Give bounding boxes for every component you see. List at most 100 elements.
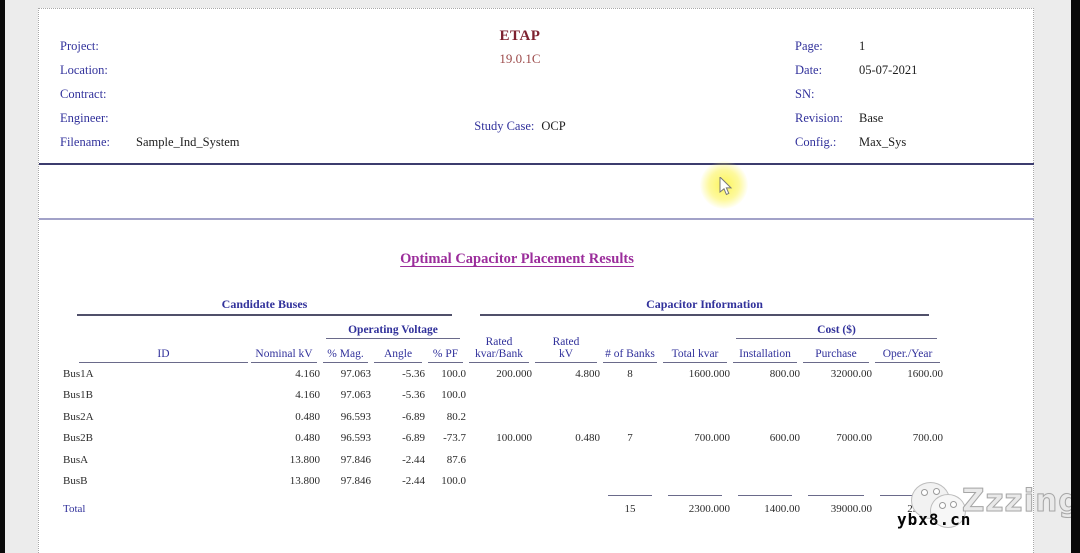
revision-value: Base (859, 110, 884, 125)
cell-total-kvar (660, 406, 730, 428)
cell-angle: -6.89 (402, 410, 425, 423)
cell-banks: 7 (627, 432, 633, 445)
config-value: Max_Sys (859, 134, 907, 149)
table-row: Bus1A 4.160 97.063 -5.36 100.0 200.000 4… (63, 363, 943, 385)
cell-rated-kvar: 200.000 (496, 367, 532, 380)
cell-oper-year (872, 406, 943, 428)
cell-mag: 97.846 (340, 475, 371, 488)
total-kvar: 2300.000 (688, 503, 730, 515)
cell-purchase: 7000.00 (836, 432, 872, 445)
cell-banks: 8 (627, 367, 633, 380)
cell-rated-kvar (466, 406, 532, 428)
table-row: BusB 13.800 97.846 -2.44 100.0 (63, 471, 943, 493)
left-letterbox-bar (0, 0, 5, 553)
revision-row: Revision: Base (795, 106, 917, 130)
cell-oper-year (872, 385, 943, 407)
cell-pf: 100.0 (441, 475, 466, 488)
study-case-row: Study Case: OCP (430, 119, 610, 134)
cell-oper-year (872, 449, 943, 471)
col-header-angle: Angle (371, 339, 425, 363)
page-info-block: Page: 1 Date: 05-07-2021 SN: Revision: B… (795, 34, 917, 154)
cell-id: Bus1B (63, 389, 93, 402)
col-header-total-kvar: Total kvar (660, 339, 730, 363)
etap-logo-text: ETAP (499, 28, 541, 44)
cell-pf: 100.0 (441, 367, 466, 380)
etap-version: 19.0.1C (499, 51, 541, 66)
total-separator-row (63, 492, 943, 496)
col-header-id: ID (63, 339, 248, 363)
date-row: Date: 05-07-2021 (795, 58, 917, 82)
cell-banks (600, 406, 660, 428)
cell-pf: 80.2 (446, 410, 466, 423)
study-case-label: Study Case: (474, 119, 535, 133)
col-header-installation: Installation (730, 339, 800, 363)
date-label: Date: (795, 62, 823, 77)
cell-angle: -5.36 (402, 389, 425, 402)
section-divider-rule (39, 218, 1034, 220)
cell-installation (730, 449, 800, 471)
study-case-value: OCP (541, 119, 566, 133)
ocp-results-table: Candidate Buses Capacitor Information Op… (63, 296, 943, 522)
location-label: Location: (60, 62, 108, 77)
cell-pf: 87.6 (446, 453, 466, 466)
contract-label: Contract: (60, 86, 107, 101)
cell-id: BusB (63, 475, 88, 488)
cell-installation (730, 406, 800, 428)
col-header-mag: % Mag. (320, 339, 371, 363)
filename-label: Filename: (60, 134, 110, 149)
report-page (38, 8, 1034, 553)
table-row: Bus2A 0.480 96.593 -6.89 80.2 (63, 406, 943, 428)
date-value: 05-07-2021 (859, 62, 918, 77)
cell-purchase (800, 449, 872, 471)
subgroup-cost: Cost ($) (730, 316, 943, 339)
cell-total-kvar: 700.000 (694, 432, 730, 445)
right-letterbox-bar (1071, 0, 1080, 553)
total-row: Total 15 2300.000 1400.00 39000.00 2300.… (63, 496, 943, 522)
total-installation: 1400.00 (764, 503, 800, 515)
cell-id: BusA (63, 453, 89, 466)
cell-angle: -5.36 (402, 367, 425, 380)
cell-purchase: 32000.00 (830, 367, 872, 380)
config-row: Config.: Max_Sys (795, 130, 917, 154)
group-candidate-buses: Candidate Buses (63, 296, 466, 316)
cell-purchase (800, 406, 872, 428)
report-title: Optimal Capacitor Placement Results (400, 251, 634, 267)
cell-mag: 96.593 (340, 410, 371, 423)
table-row: Bus1B 4.160 97.063 -5.36 100.0 (63, 385, 943, 407)
cell-rated-kv: 4.800 (575, 367, 600, 380)
subgroup-operating-voltage: Operating Voltage (320, 316, 466, 339)
cell-oper-year: 1600.00 (907, 367, 943, 380)
cell-total-kvar (660, 471, 730, 493)
cell-installation: 800.00 (769, 367, 800, 380)
cell-installation (730, 471, 800, 493)
cell-nominal-kv: 13.800 (289, 475, 320, 488)
mouse-cursor-icon (719, 177, 733, 196)
cell-mag: 96.593 (340, 432, 371, 445)
page-label: Page: (795, 38, 823, 53)
col-header-oper-year: Oper./Year (872, 339, 943, 363)
cell-total-kvar (660, 449, 730, 471)
cell-rated-kvar (466, 385, 532, 407)
cell-installation: 600.00 (769, 432, 800, 445)
cell-angle: -2.44 (402, 453, 425, 466)
cell-total-kvar: 1600.000 (688, 367, 730, 380)
contract-row: Contract: (60, 82, 239, 106)
total-purchase: 39000.00 (830, 503, 872, 515)
cell-id: Bus1A (63, 367, 94, 380)
cell-purchase (800, 471, 872, 493)
page-value: 1 (859, 38, 866, 53)
engineer-row: Engineer: (60, 106, 239, 130)
engineer-label: Engineer: (60, 110, 109, 125)
cell-pf: -73.7 (443, 432, 466, 445)
filename-value: Sample_Ind_System (136, 134, 240, 149)
cell-nominal-kv: 4.160 (295, 367, 320, 380)
cell-oper-year: 700.00 (912, 432, 943, 445)
cell-angle: -2.44 (402, 475, 425, 488)
cell-banks (600, 385, 660, 407)
cell-nominal-kv: 0.480 (295, 432, 320, 445)
cell-pf: 100.0 (441, 389, 466, 402)
total-label: Total (63, 503, 86, 515)
project-label: Project: (60, 38, 99, 53)
cell-banks (600, 471, 660, 493)
group-capacitor-information: Capacitor Information (466, 296, 943, 316)
